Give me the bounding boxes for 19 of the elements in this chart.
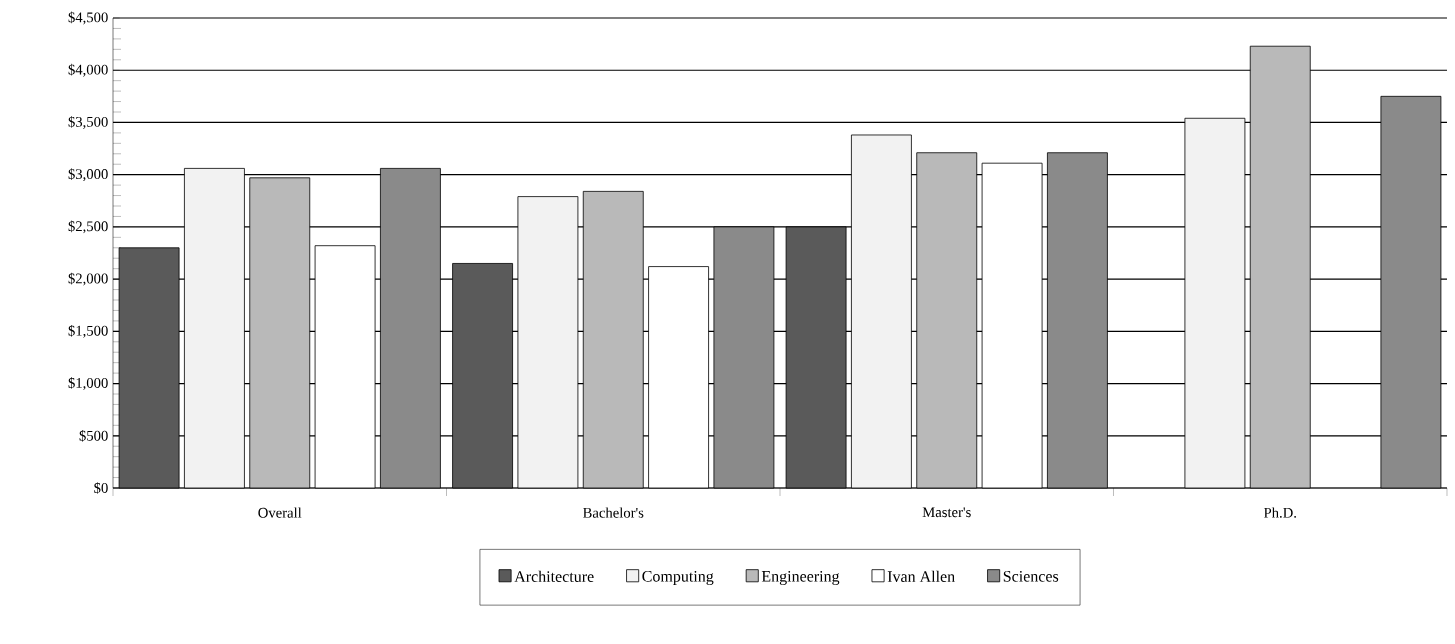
- y-tick-label: $2,000: [68, 272, 108, 286]
- legend-label: Sciences: [1003, 570, 1059, 582]
- legend-label: Computing: [642, 570, 714, 585]
- x-tick-label: Master's: [922, 507, 971, 518]
- y-tick-label: $4,500: [68, 11, 108, 25]
- legend-label: Engineering: [761, 570, 840, 585]
- legend-label: Ivan Allen: [887, 570, 955, 582]
- y-tick-label: $1,500: [68, 324, 108, 338]
- y-tick-label: $4,000: [68, 63, 108, 77]
- y-tick-label: $1,000: [68, 377, 108, 390]
- x-tick-label: Ph.D.: [1263, 507, 1296, 518]
- x-tick-label: Overall: [258, 507, 302, 518]
- x-tick-label: Bachelor's: [583, 507, 644, 518]
- legend-label: Architecture: [514, 570, 594, 582]
- y-tick-label: $2,500: [68, 220, 108, 234]
- y-tick-label: $3,500: [68, 116, 108, 129]
- y-tick-label: $0: [94, 482, 108, 494]
- y-tick-label: $3,000: [68, 168, 108, 182]
- y-tick-label: $500: [79, 429, 108, 442]
